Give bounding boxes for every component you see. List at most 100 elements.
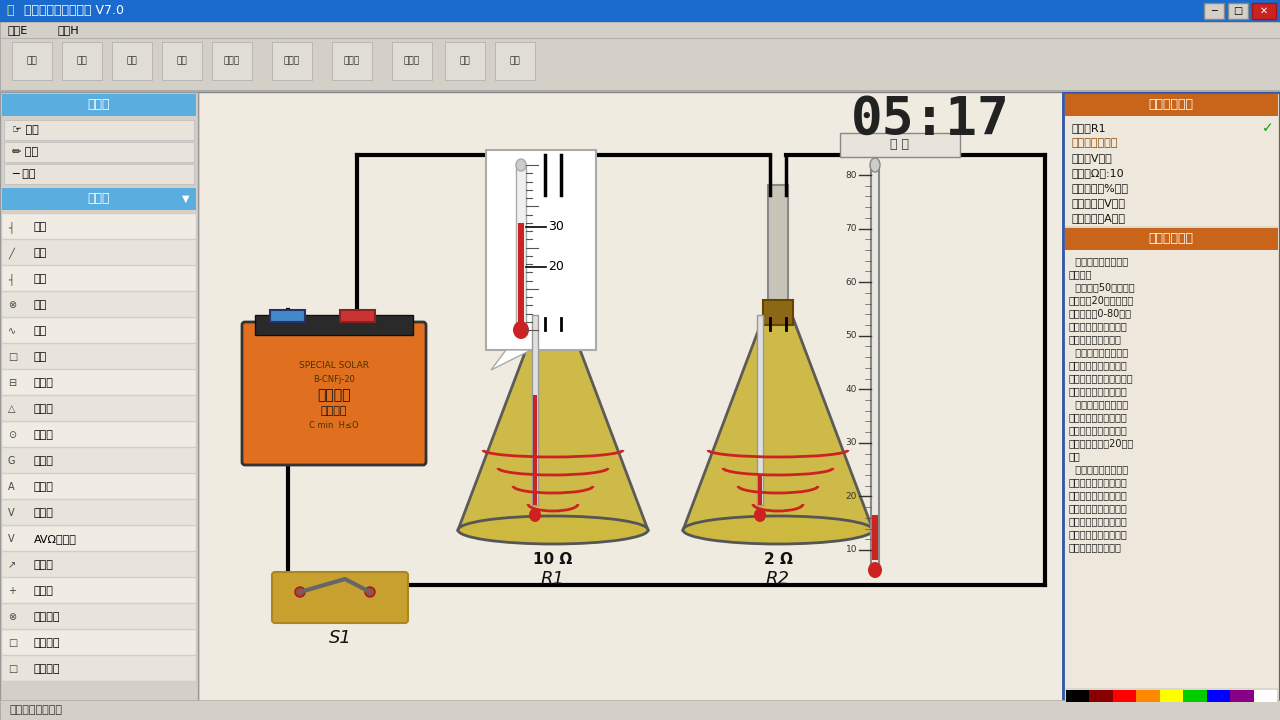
Bar — [4, 164, 195, 184]
Bar — [1089, 690, 1112, 702]
Ellipse shape — [516, 159, 526, 171]
Text: 二极管: 二极管 — [35, 560, 54, 570]
Bar — [758, 475, 762, 505]
Bar — [4, 142, 195, 162]
Text: ┤: ┤ — [8, 221, 14, 233]
Text: 置面板中随意设置。: 置面板中随意设置。 — [1069, 334, 1121, 344]
Text: 时钟，单击时钟可切换: 时钟，单击时钟可切换 — [1069, 490, 1128, 500]
Text: □: □ — [8, 352, 17, 362]
Bar — [516, 165, 526, 330]
Bar — [1065, 250, 1277, 688]
Text: 电灯: 电灯 — [35, 300, 47, 310]
Bar — [3, 500, 196, 525]
Bar — [1062, 92, 1280, 706]
Text: AVΩ多用表: AVΩ多用表 — [35, 534, 77, 544]
Text: G: G — [8, 456, 15, 466]
Bar — [3, 474, 196, 499]
Text: 额定电流（A）：: 额定电流（A）： — [1071, 213, 1125, 223]
Text: 帮助: 帮助 — [460, 56, 470, 66]
Text: 额定电压（V）：: 额定电压（V）： — [1071, 198, 1125, 208]
Bar — [532, 395, 538, 505]
Bar — [3, 370, 196, 395]
Text: 文件E: 文件E — [8, 25, 28, 35]
Bar — [212, 42, 252, 80]
Text: 电阻箱: 电阻箱 — [35, 378, 54, 388]
Bar — [1112, 690, 1137, 702]
Text: 模拟煤油冷却过程，默: 模拟煤油冷却过程，默 — [1069, 412, 1128, 422]
Bar — [543, 185, 563, 310]
Bar — [1065, 94, 1277, 116]
Text: ✏ 删除: ✏ 删除 — [12, 147, 38, 157]
Text: 电动机: 电动机 — [35, 430, 54, 440]
Text: 变阻器: 变阻器 — [35, 404, 54, 414]
Text: 电压（V）：: 电压（V）： — [1071, 153, 1112, 163]
FancyBboxPatch shape — [273, 572, 408, 623]
Bar — [392, 42, 433, 80]
Bar — [3, 422, 196, 447]
Text: 保存: 保存 — [127, 56, 137, 66]
Text: 💡: 💡 — [6, 4, 14, 17]
Bar — [61, 42, 102, 80]
Text: 名称：R1: 名称：R1 — [1071, 123, 1106, 133]
Ellipse shape — [365, 587, 375, 597]
Text: 电路图: 电路图 — [284, 56, 300, 66]
Bar — [1204, 3, 1224, 19]
Text: 右击实验区右上角，可: 右击实验区右上角，可 — [1069, 529, 1128, 539]
Text: C min  H≤O: C min H≤O — [310, 420, 358, 430]
Bar — [163, 42, 202, 80]
Bar — [3, 630, 196, 655]
Text: ─: ─ — [1211, 6, 1217, 16]
Text: A: A — [8, 482, 14, 492]
Text: 家用电: 家用电 — [404, 56, 420, 66]
Bar — [3, 214, 196, 239]
Text: 后退: 后退 — [177, 56, 187, 66]
Text: 右击电热烧瓶，可显: 右击电热烧瓶，可显 — [1069, 347, 1128, 357]
Bar — [12, 42, 52, 80]
Text: 电阻测试: 电阻测试 — [35, 638, 60, 648]
Text: 示温度计局部放大图。: 示温度计局部放大图。 — [1069, 360, 1128, 370]
Text: S1: S1 — [329, 629, 352, 647]
Bar — [255, 315, 413, 335]
Text: 电热烧瓶: 电热烧瓶 — [35, 664, 60, 674]
Text: 打开: 打开 — [77, 56, 87, 66]
Bar — [0, 700, 1280, 720]
Text: 手绘板: 手绘板 — [344, 56, 360, 66]
Bar — [3, 188, 196, 210]
Text: R2: R2 — [765, 570, 790, 588]
Text: V: V — [8, 534, 14, 544]
Text: 70: 70 — [846, 224, 858, 233]
Bar — [518, 223, 524, 330]
Bar — [3, 292, 196, 317]
Text: 40: 40 — [846, 384, 858, 394]
Text: 弹出电阻值修改窗口。: 弹出电阻值修改窗口。 — [1069, 386, 1128, 396]
Text: 双击烧瓶底电阻值标识可: 双击烧瓶底电阻值标识可 — [1069, 373, 1134, 383]
Bar — [768, 185, 788, 310]
Bar — [0, 92, 198, 706]
Bar — [0, 38, 1280, 90]
Bar — [1065, 116, 1277, 226]
Text: 电源: 电源 — [35, 222, 47, 232]
Text: 元件箱: 元件箱 — [88, 192, 110, 205]
Bar — [495, 42, 535, 80]
Bar — [3, 656, 196, 681]
Bar — [3, 552, 196, 577]
Text: 电流计: 电流计 — [35, 456, 54, 466]
Text: ↗: ↗ — [8, 560, 17, 570]
Bar — [340, 310, 375, 322]
Text: 煤油即回到常温20摄氏: 煤油即回到常温20摄氏 — [1069, 438, 1134, 448]
Text: △: △ — [8, 404, 15, 414]
Text: SPECIAL SOLAR: SPECIAL SOLAR — [300, 361, 369, 369]
Bar — [1252, 3, 1276, 19]
Bar — [1253, 690, 1277, 702]
Text: 存图片: 存图片 — [224, 56, 241, 66]
Text: 电流表: 电流表 — [35, 482, 54, 492]
Text: 中学电路虚拟实验室 V7.0: 中学电路虚拟实验室 V7.0 — [24, 4, 124, 17]
Text: ╱: ╱ — [8, 247, 14, 259]
Text: +: + — [8, 586, 15, 596]
Bar — [3, 94, 196, 116]
Text: 10 Ω: 10 Ω — [534, 552, 572, 567]
Bar — [870, 165, 879, 570]
Text: ─ 导线: ─ 导线 — [12, 169, 36, 179]
Text: ☞ 选择: ☞ 选择 — [12, 125, 38, 135]
Text: 当前元件设置: 当前元件设置 — [1148, 99, 1193, 112]
